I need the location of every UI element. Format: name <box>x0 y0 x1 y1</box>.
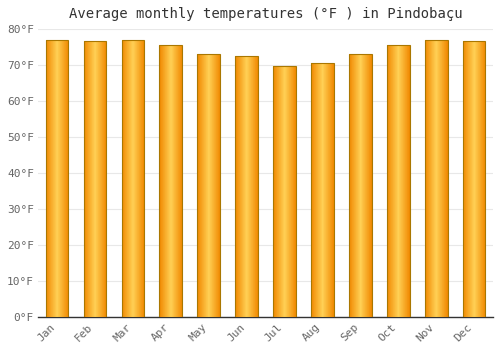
Bar <box>160 45 182 317</box>
Bar <box>198 54 220 317</box>
Bar <box>236 56 258 317</box>
Bar <box>311 63 334 317</box>
Bar <box>273 66 296 317</box>
Bar <box>46 40 68 317</box>
Bar <box>425 40 448 317</box>
Bar <box>462 41 485 317</box>
Title: Average monthly temperatures (°F ) in Pindobaçu: Average monthly temperatures (°F ) in Pi… <box>69 7 462 21</box>
Bar <box>387 45 409 317</box>
Bar <box>84 41 106 317</box>
Bar <box>349 54 372 317</box>
Bar <box>122 40 144 317</box>
